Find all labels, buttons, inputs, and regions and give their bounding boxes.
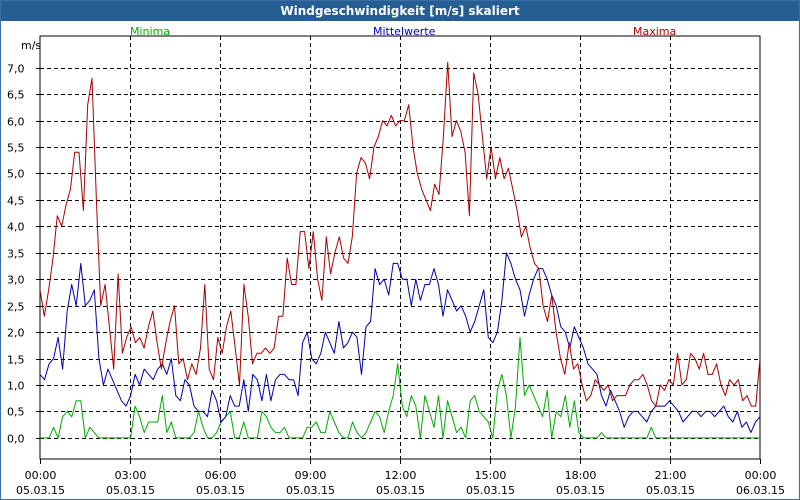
x-tick-time-1: 03:00: [115, 469, 147, 482]
y-tick-label-14: 7,0: [7, 63, 25, 76]
y-tick-label-7: 3,5: [7, 248, 25, 261]
y-tick-label-11: 5,5: [7, 142, 25, 155]
x-tick-date-6: 05.03.15: [556, 484, 605, 497]
y-tick-label-13: 6,5: [7, 89, 25, 102]
x-tick-date-2: 05.03.15: [196, 484, 245, 497]
x-tick-time-3: 09:00: [295, 469, 327, 482]
x-tick-time-7: 21:00: [655, 469, 687, 482]
x-tick-date-0: 05.03.15: [16, 484, 65, 497]
x-tick-time-2: 06:00: [205, 469, 237, 482]
y-tick-label-9: 4,5: [7, 195, 25, 208]
y-tick-label-10: 5,0: [7, 168, 25, 181]
y-tick-label-12: 6,0: [7, 116, 25, 129]
legend-minima: Minima: [130, 25, 171, 38]
legend-maxima: Maxima: [633, 25, 677, 38]
x-tick-time-6: 18:00: [565, 469, 597, 482]
x-tick-date-7: 05.03.15: [646, 484, 695, 497]
y-axis-unit: m/s: [21, 39, 41, 52]
x-tick-date-1: 05.03.15: [106, 484, 155, 497]
y-tick-label-4: 2,0: [7, 327, 25, 340]
y-tick-label-2: 1,0: [7, 380, 25, 393]
x-tick-time-8: 00:00: [745, 469, 777, 482]
y-tick-label-1: 0,5: [7, 406, 25, 419]
y-tick-label-5: 2,5: [7, 301, 25, 314]
chart-title: Windgeschwindigkeit [m/s] skaliert: [1, 1, 799, 21]
gridlines: [40, 36, 760, 459]
x-tick-date-4: 05.03.15: [376, 484, 425, 497]
legend-mittelwerte: Mittelwerte: [373, 25, 436, 38]
y-axis: 0,0 0,5 1,0 1,5 2,0 2,5 3,0 3,5 4,0 4,5 5,0 5,5 6,0 6…: [7, 63, 40, 446]
x-tick-time-5: 15:00: [475, 469, 507, 482]
x-tick-date-5: 05.03.15: [466, 484, 515, 497]
x-tick-time-0: 00:00: [25, 469, 57, 482]
series-line-maxima: [39, 61, 761, 407]
y-tick-label-8: 4,0: [7, 221, 25, 234]
x-tick-time-4: 12:00: [385, 469, 417, 482]
series-line-minima: [40, 336, 760, 439]
y-tick-label-6: 3,0: [7, 274, 25, 287]
y-tick-label-3: 1,5: [7, 354, 25, 367]
x-tick-date-8: 06.03.15: [736, 484, 785, 497]
series-lines: [39, 61, 761, 439]
y-tick-label-0: 0,0: [7, 433, 25, 446]
x-axis: 00:00 05.03.15 03:00 05.03.15 06:00 05.03.15 0…: [16, 459, 785, 497]
series-line-mittelwerte: [39, 252, 761, 434]
x-tick-date-3: 05.03.15: [286, 484, 335, 497]
